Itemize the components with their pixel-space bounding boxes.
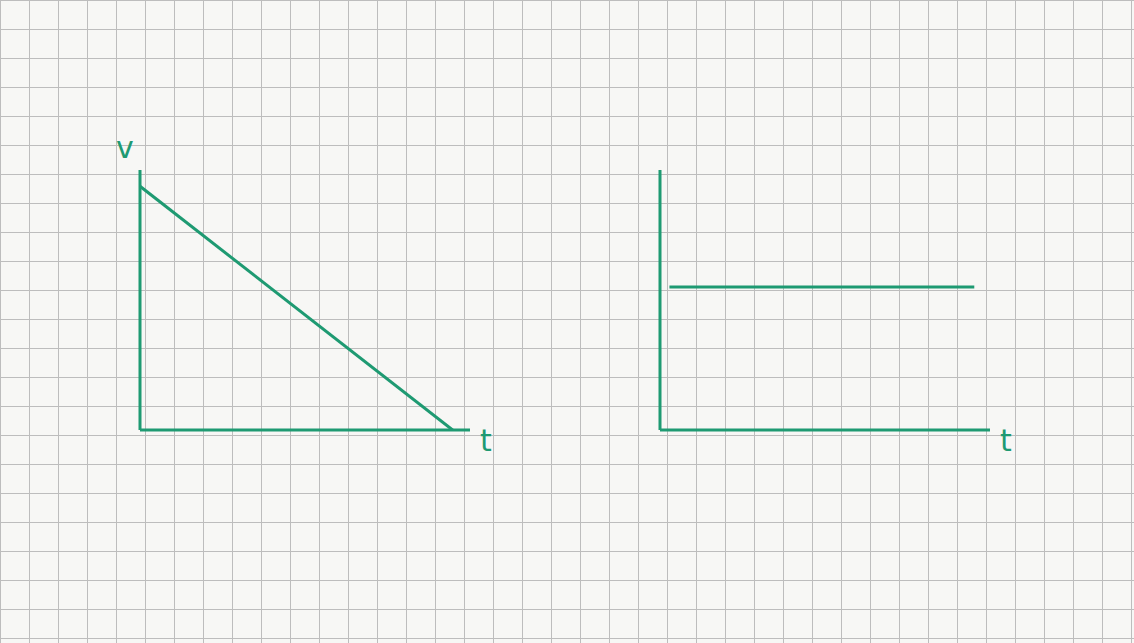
svg-text:t: t (1000, 423, 1012, 458)
svg-text:t: t (480, 423, 492, 458)
svg-text:v: v (116, 130, 134, 165)
